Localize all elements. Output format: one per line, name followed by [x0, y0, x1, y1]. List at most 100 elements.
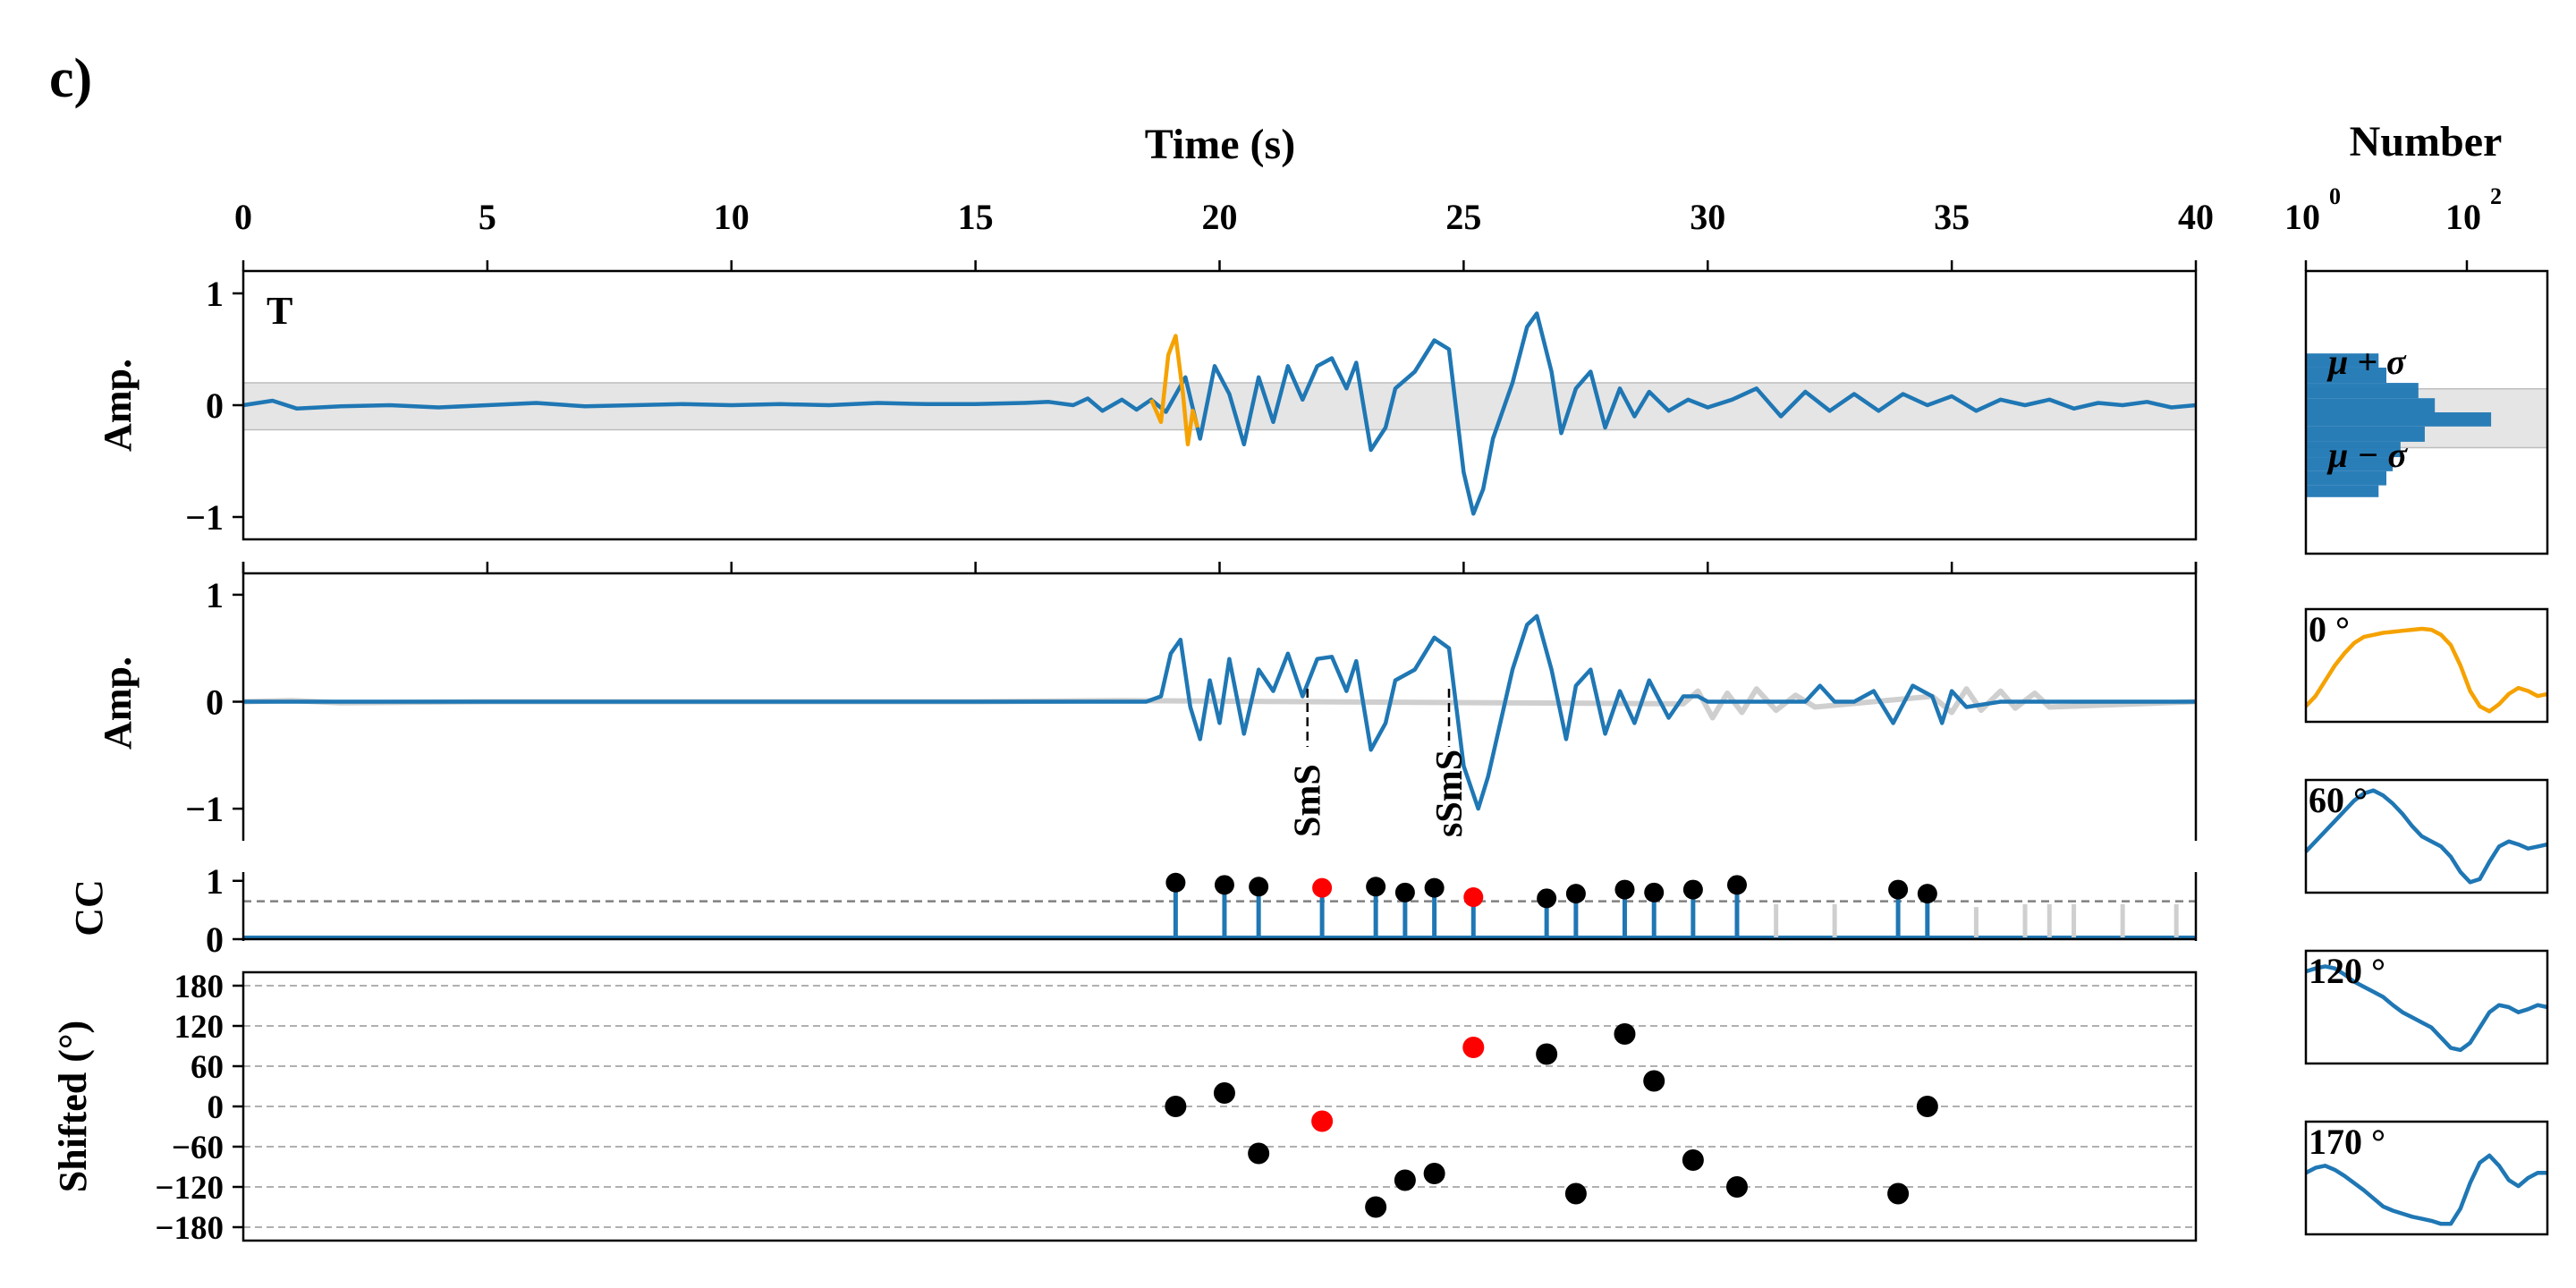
template-line [2305, 964, 2548, 1053]
panel-label: c) [49, 48, 92, 109]
cc-stem-head-picked [1463, 887, 1484, 908]
cc-stem-head [1424, 877, 1445, 898]
raw-trace-yticks: 1 0 −1 [185, 274, 243, 538]
cc-stem-head [1682, 879, 1703, 900]
phase-marker-label: SmS [1288, 764, 1329, 837]
cc-ytick-label: 0 [206, 919, 224, 960]
histogram-xticks: 10 0 10 2 [2284, 183, 2502, 271]
shift-point [1564, 1182, 1587, 1205]
shift-ytick-label: −60 [172, 1130, 224, 1166]
histogram-bar [2306, 367, 2386, 384]
histogram-frame [2304, 269, 2549, 555]
shift-point [1394, 1169, 1416, 1191]
histogram-bar [2306, 457, 2394, 471]
histogram-xtick-base: 10 [2445, 197, 2481, 237]
cc-threshold-line [243, 900, 2196, 939]
reconstructed-trace-panel: SmS sSmS Amp. 1 0 −1 [96, 562, 2198, 841]
histogram-bar [2306, 353, 2379, 368]
cc-stem-head [1214, 875, 1234, 895]
raw-sigma-band-rect [242, 382, 2197, 431]
reconstructed-ytick-label: 1 [206, 575, 224, 615]
shift-point-picked [1462, 1037, 1485, 1058]
time-xtick-label: 40 [2178, 197, 2214, 237]
time-xtick-label: 15 [958, 197, 994, 237]
phase-markers: SmS sSmS [1288, 689, 1470, 837]
histogram-panel: μ + σ μ − σ 10 0 10 2 [2284, 183, 2549, 555]
cc-stem-head [1614, 879, 1635, 900]
template-frame [2304, 949, 2549, 1065]
template-label: 60 ° [2309, 780, 2368, 820]
shift-point [1643, 1070, 1665, 1092]
cc-stem-head [1394, 882, 1415, 902]
reconstructed-xticks [242, 562, 2198, 573]
template-panels: 0 ° 60 ° 120 ° 170 ° [2304, 607, 2549, 1236]
template-label: 170 ° [2309, 1122, 2385, 1162]
histogram-bar [2306, 426, 2425, 442]
time-xtick-label: 25 [1445, 197, 1481, 237]
raw-trace-line [242, 311, 2197, 516]
cc-stem-head [1366, 877, 1386, 897]
shift-point [1887, 1182, 1910, 1205]
shift-ylabel: Shifted (°) [51, 1021, 95, 1192]
raw-ytick-label: −1 [185, 497, 224, 538]
time-xtick-label: 35 [1934, 197, 1970, 237]
cc-stems [1165, 872, 2179, 937]
cc-stem-head [1565, 884, 1586, 904]
template-frame [2304, 1120, 2549, 1236]
histogram-xtick-base: 10 [2284, 197, 2320, 237]
raw-trace-component: T [267, 289, 292, 333]
cc-stem-head [1537, 888, 1557, 909]
template-frame [2304, 607, 2549, 724]
shift-point [1682, 1149, 1704, 1171]
shift-ytick-label: −180 [155, 1210, 224, 1247]
time-xtick-label: 30 [1690, 197, 1725, 237]
reconstructed-yticks: 1 0 −1 [185, 575, 243, 829]
histogram-axis-title: Number [2350, 118, 2503, 165]
reconstructed-trace-line [243, 614, 2196, 811]
template-line [2304, 1153, 2547, 1226]
raw-trace-ylabel: Amp. [96, 359, 140, 452]
template-frame [2304, 778, 2549, 894]
histogram-bars [2306, 353, 2492, 497]
raw-window-line [1149, 334, 1200, 447]
time-xtick-label: 20 [1202, 197, 1238, 237]
histogram-band-upper-label: μ + σ [2326, 342, 2407, 382]
shift-point [1614, 1023, 1636, 1045]
shift-point [1213, 1082, 1235, 1104]
cc-yticks: 10 [206, 861, 243, 960]
histogram-bar [2306, 485, 2379, 497]
reconstructed-ylabel: Amp. [96, 657, 140, 750]
template-line [2304, 626, 2548, 714]
time-xtick-label: 0 [234, 197, 252, 237]
time-xtick-label: 5 [479, 197, 496, 237]
raw-ytick-label: 0 [206, 386, 224, 426]
raw-ytick-label: 1 [206, 274, 224, 314]
phase-marker-label: sSmS [1429, 750, 1470, 837]
template-line [2304, 788, 2548, 885]
shift-ytick-label: −120 [155, 1170, 224, 1207]
template-label: 120 ° [2309, 951, 2385, 991]
cc-ylabel: CC [67, 879, 111, 936]
histogram-band-lower-label: μ − σ [2326, 435, 2408, 475]
histogram-bar [2306, 412, 2492, 427]
shift-ytick-label: 0 [208, 1089, 225, 1126]
raw-sigma-band [242, 382, 2197, 431]
reconstructed-ytick-label: −1 [185, 789, 224, 829]
reconstructed-ytick-label: 0 [206, 682, 224, 723]
histogram-xtick-exponent: 0 [2329, 183, 2341, 209]
cc-ytick-label: 1 [206, 861, 224, 902]
cc-stem-head [1249, 877, 1269, 897]
shift-point [1165, 1096, 1187, 1117]
shift-ytick-label: 120 [174, 1009, 225, 1046]
time-xticks: 0 5 10 15 20 25 30 35 40 [234, 197, 2214, 271]
template-label: 0 ° [2309, 609, 2350, 649]
histogram-bar [2306, 470, 2386, 486]
raw-trace-lines [242, 311, 2197, 516]
cc-stem-head-picked [1312, 877, 1333, 898]
shift-point-picked [1311, 1110, 1334, 1132]
histogram-bar [2306, 398, 2436, 412]
cc-stem-head [1888, 879, 1909, 900]
